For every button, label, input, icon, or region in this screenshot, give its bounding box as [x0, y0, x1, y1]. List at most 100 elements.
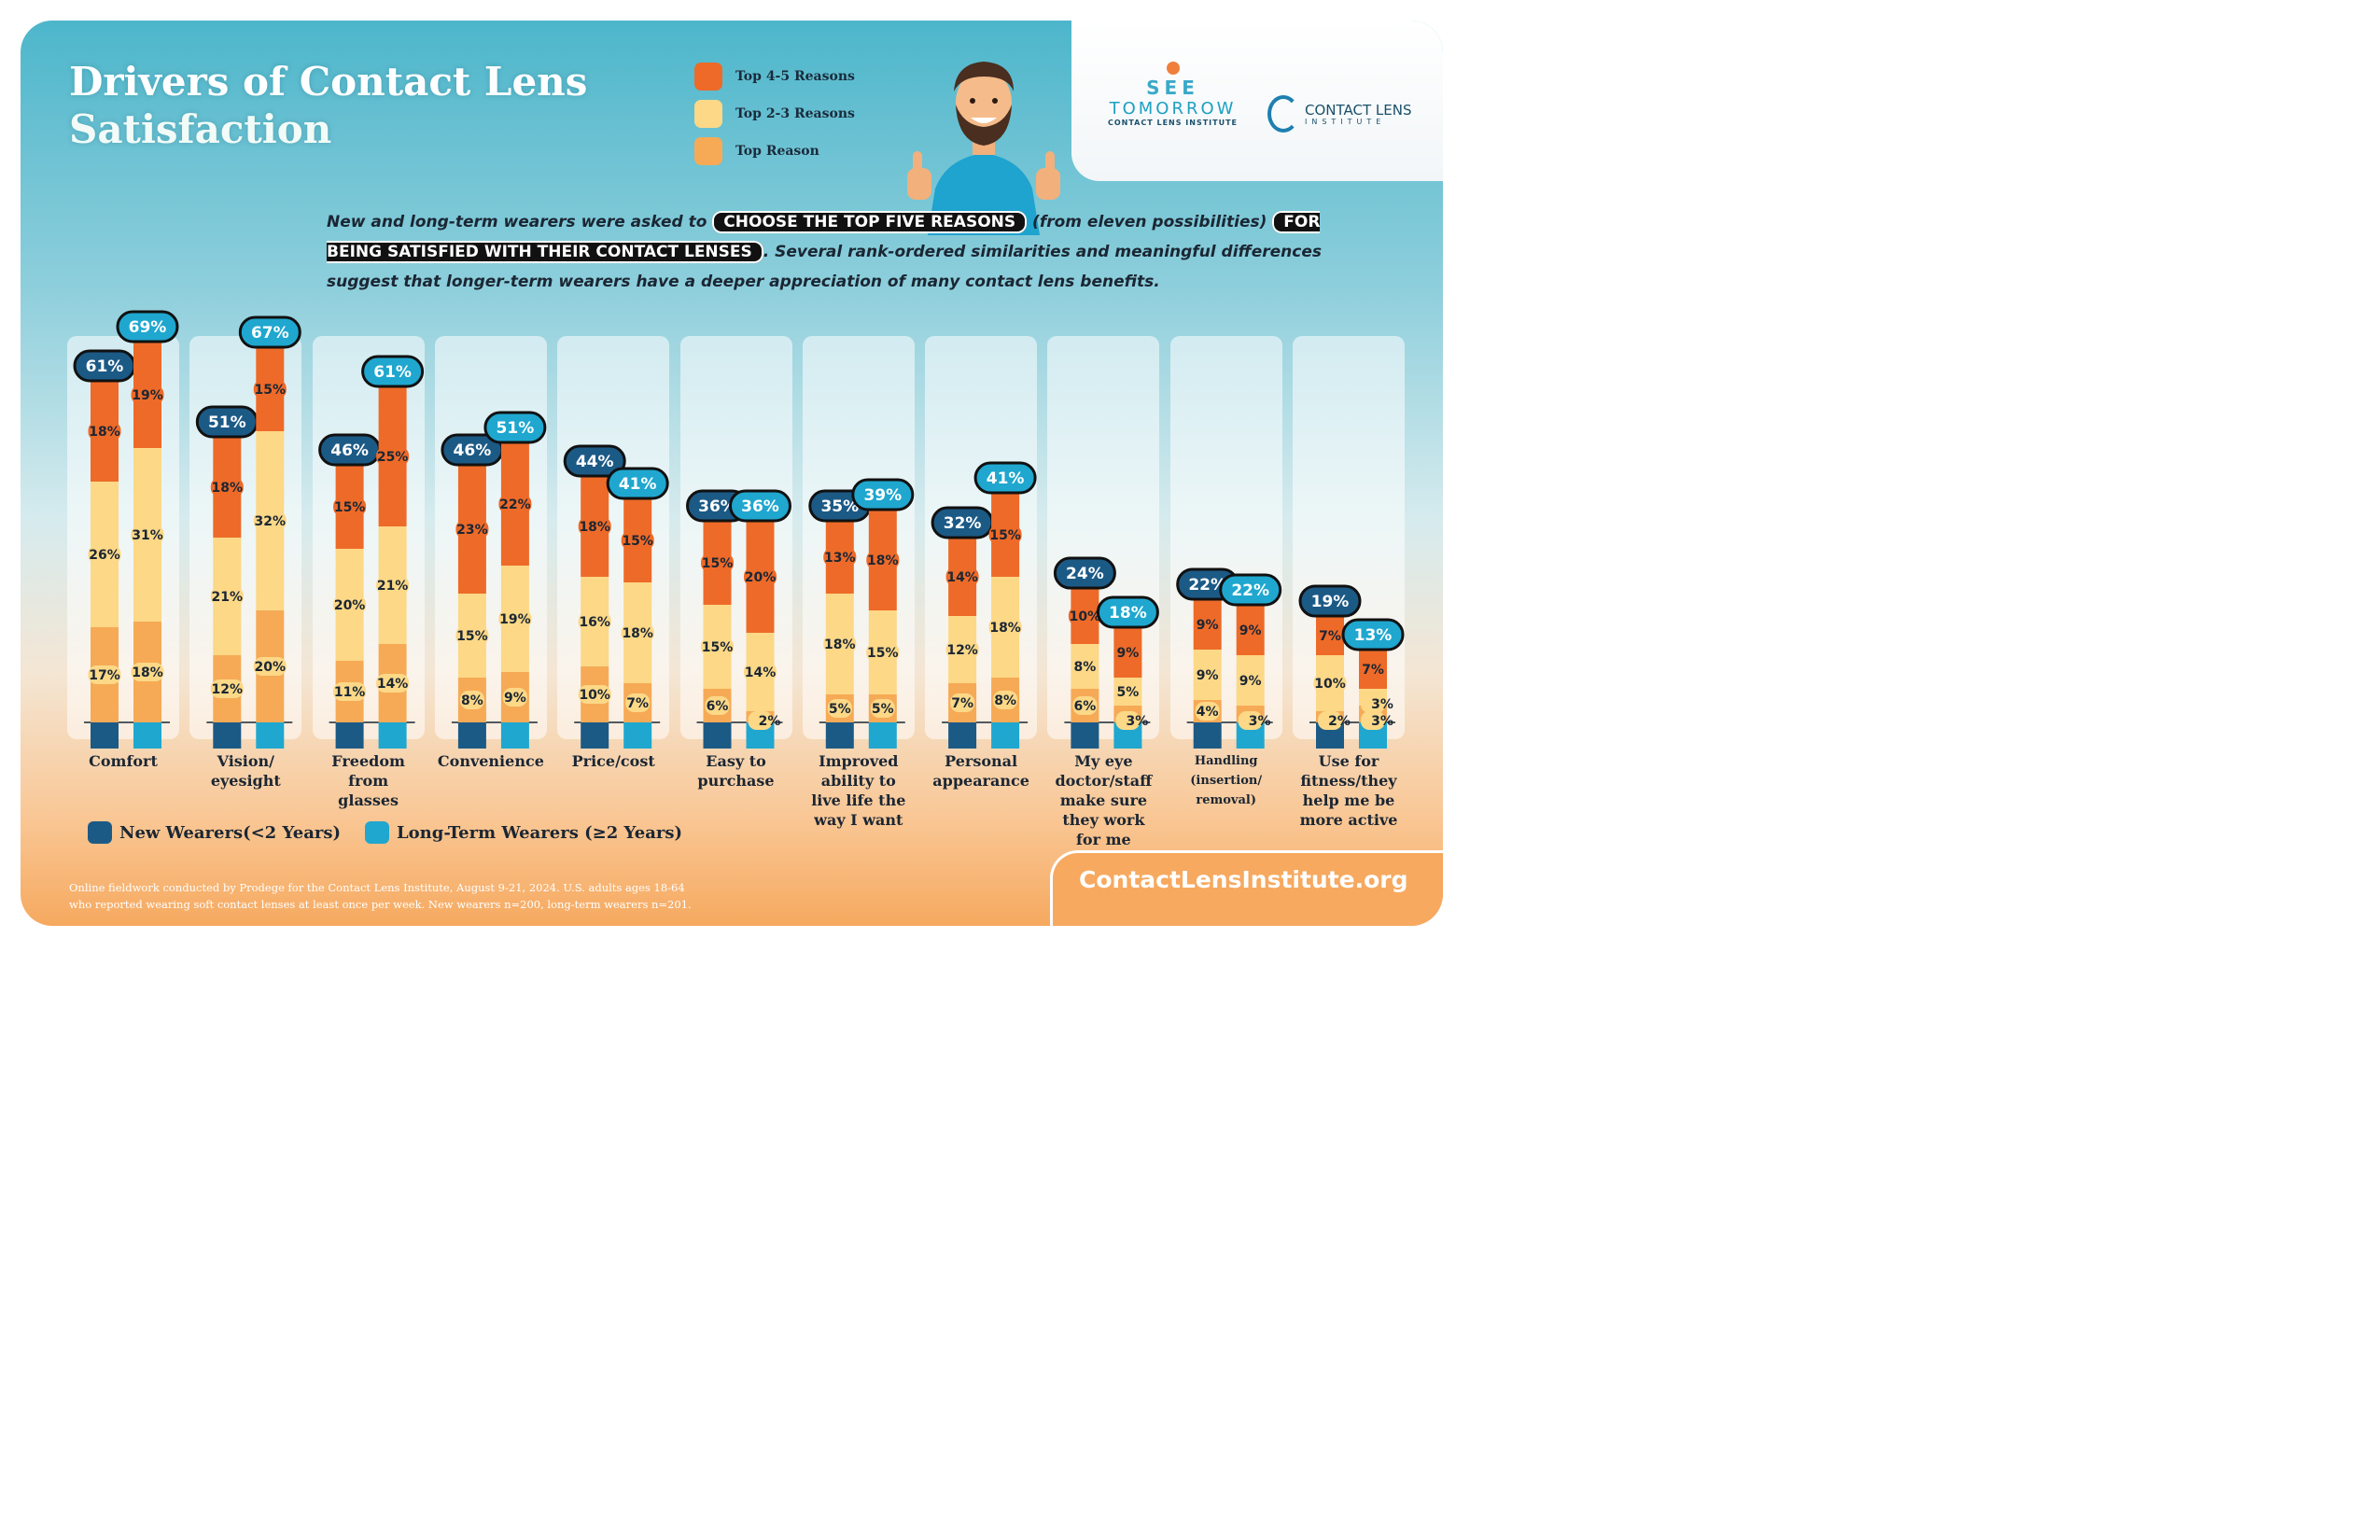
website-link[interactable]: ContactLensInstitute.org [1079, 866, 1408, 893]
new-segment-label: 18% [579, 520, 610, 535]
long-wearer-base-bar [623, 722, 652, 749]
long-total-label: 13% [1354, 626, 1393, 645]
category-label-line: Handling [1194, 754, 1258, 768]
long-segment-label: 14% [745, 665, 777, 680]
long-total-label-pill [851, 478, 915, 511]
category-label-line: (insertion/ [1190, 774, 1263, 788]
long-segment-label: 9% [504, 691, 526, 706]
category-label-line: from [348, 772, 389, 790]
category-label-line: Convenience [437, 752, 544, 770]
new-segment-label-bg [210, 587, 244, 606]
new-total-label-pill [563, 444, 626, 478]
long-total-label-pill [729, 489, 791, 523]
long-segment-label: 15% [622, 534, 653, 549]
long-total-label: 39% [863, 486, 902, 505]
contact-lens-institute-logo: CONTACT LENS INSTITUTE [1267, 95, 1411, 133]
footnote: Online fieldwork conducted by Prodege fo… [69, 879, 909, 913]
new-segment-label: 18% [89, 425, 120, 440]
new-segment-label: 17% [89, 668, 120, 683]
new-wearer-base-bar [457, 722, 486, 749]
new-total-label: 36% [698, 497, 736, 516]
new-segment-label-bg [823, 548, 857, 567]
new-segment-label: 21% [212, 590, 244, 605]
long-segment-label-bg [748, 711, 773, 730]
see-tomorrow-line-2: TOMORROW [1109, 99, 1237, 119]
category-label-line: removal) [1196, 793, 1256, 807]
long-segment-label: 18% [132, 665, 163, 680]
category-label: Comfort [67, 751, 179, 771]
category-label-line: doctor/staff [1055, 772, 1153, 790]
new-segment-label-bg [827, 699, 852, 718]
intro-part-1: New and long-term wearers were asked to [327, 213, 707, 231]
new-total-label: 35% [820, 497, 859, 516]
long-segment-label-bg [1361, 694, 1385, 713]
long-total-label: 51% [497, 419, 535, 438]
category-label: Vision/eyesight [189, 751, 301, 791]
legend-swatch-top-2-3 [694, 100, 722, 128]
see-tomorrow-logo: SEE TOMORROW CONTACT LENS INSTITUTE [1096, 62, 1250, 127]
category-label: Price/cost [557, 751, 669, 771]
new-total-label: 32% [944, 514, 982, 533]
footnote-line-1: Online fieldwork conducted by Prodege fo… [69, 881, 685, 894]
category-label-line: appearance [932, 772, 1029, 790]
new-total-label: 51% [208, 413, 246, 432]
long-segment-label-bg [988, 618, 1022, 637]
category-label-line: glasses [338, 791, 399, 809]
new-segment-label: 16% [579, 615, 610, 630]
long-total-label: 69% [129, 318, 167, 337]
new-segment-label-bg [1072, 657, 1098, 676]
see-tomorrow-line-3: CONTACT LENS INSTITUTE [1107, 119, 1239, 127]
long-segment-label: 7% [626, 696, 649, 711]
new-segment-label: 15% [702, 556, 734, 571]
long-segment-label-bg [502, 688, 527, 707]
legend-label-top-reason: Top Reason [735, 144, 819, 159]
new-segment-label-bg [701, 553, 734, 572]
new-segment-label-bg [1072, 696, 1098, 715]
new-segment-label: 9% [1197, 668, 1219, 683]
long-total-label: 41% [619, 475, 657, 494]
long-segment-label-bg [1238, 711, 1263, 730]
new-wearer-base-bar [948, 722, 977, 749]
long-segment-label: 2% [759, 714, 781, 729]
category-label: Convenience [435, 751, 547, 771]
new-wearer-base-bar [1193, 722, 1222, 749]
long-segment-label-bg [1115, 643, 1141, 662]
new-total-label: 44% [576, 453, 614, 471]
new-total-label: 46% [330, 441, 369, 460]
category-label-line: make sure [1059, 791, 1148, 809]
long-segment-label-bg [253, 657, 287, 676]
long-segment-label: 9% [1239, 674, 1262, 689]
new-segment-label-bg [823, 635, 857, 653]
long-wearer-base-bar [500, 722, 529, 749]
long-segment-label-bg [253, 380, 287, 399]
new-wearer-base-bar [1071, 722, 1099, 749]
category-label-line: for me [1076, 831, 1131, 848]
new-segment-label: 23% [456, 523, 488, 538]
long-total-label-pill [1096, 595, 1159, 629]
category-label-line: Comfort [89, 752, 158, 770]
see-tomorrow-dot-icon [1166, 62, 1180, 75]
intro-text: New and long-term wearers were asked to … [327, 207, 1335, 297]
legend-swatch-new-wearers [88, 821, 112, 844]
long-wearer-base-bar [256, 722, 285, 749]
new-segment-label: 10% [1070, 609, 1101, 624]
new-segment-label-bg [88, 422, 121, 441]
new-segment-label: 10% [579, 688, 610, 703]
new-segment-label: 7% [951, 696, 973, 711]
new-segment-label-bg [1318, 711, 1342, 730]
new-segment-label-bg [950, 693, 975, 712]
category-label-line: My eye [1074, 752, 1133, 770]
new-segment-label-bg [210, 478, 244, 497]
new-segment-label-bg [333, 497, 367, 516]
new-segment-label: 13% [824, 551, 856, 566]
new-segment-label-bg [459, 691, 484, 709]
category-label-line: ability to [820, 772, 896, 790]
long-total-label: 67% [251, 324, 289, 343]
long-segment-label-bg [376, 674, 410, 693]
new-segment-label-bg [1195, 665, 1220, 684]
new-segment-label: 4% [1197, 705, 1219, 720]
new-total-label: 24% [1066, 565, 1104, 583]
category-label-line: way I want [814, 811, 903, 829]
new-wearer-base-bar [825, 722, 854, 749]
logo-panel: SEE TOMORROW CONTACT LENS INSTITUTE CONT… [1071, 21, 1443, 181]
